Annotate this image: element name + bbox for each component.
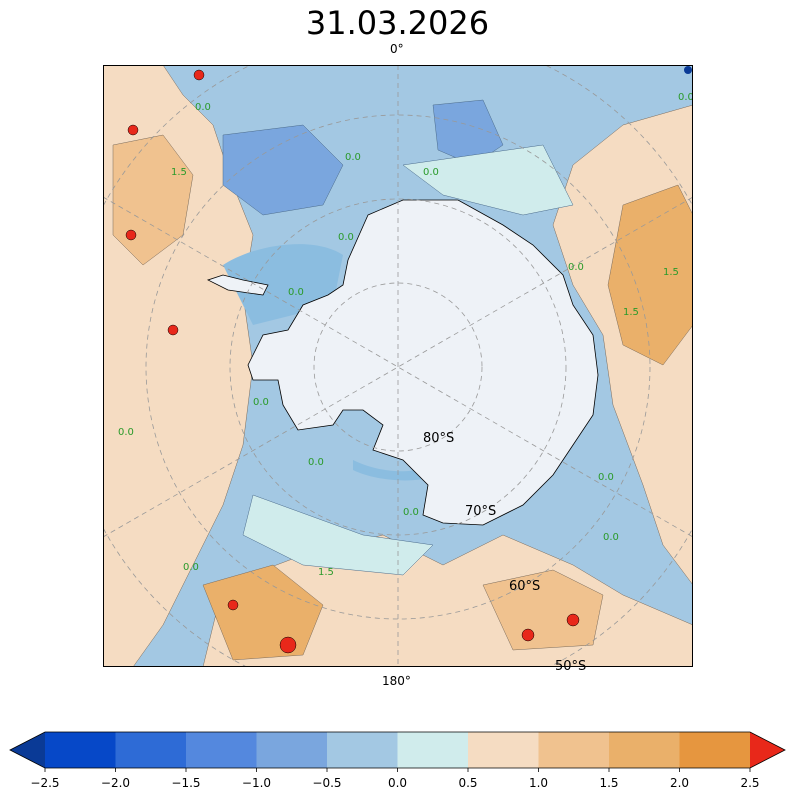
- contour-label: 0.0: [338, 232, 354, 243]
- colorbar-tick-label: 1.0: [528, 776, 549, 790]
- longitude-label-bottom: 180°: [382, 674, 411, 688]
- extreme-spot: [227, 599, 239, 611]
- warm-patch-east: [607, 184, 693, 366]
- contour-label: 0.0: [308, 457, 324, 468]
- latitude-label-60: 60°S: [509, 579, 541, 594]
- contour-label: 0.0: [423, 167, 439, 178]
- contour-label: 0.0: [253, 397, 269, 408]
- colorbar-segment: [609, 732, 680, 768]
- colorbar-segment: [397, 732, 469, 768]
- colorbar-segment: [256, 732, 328, 768]
- antarctic-peninsula: [206, 274, 269, 296]
- colorbar-tick-label: −0.5: [312, 776, 342, 790]
- neutral-band-south: [242, 494, 434, 576]
- contour-label: 1.5: [623, 307, 639, 318]
- contour-label: 0.0: [288, 287, 304, 298]
- colorbar: −2.5 −2.0 −1.5 −1.0 −0.5 0.0 0.5 1.0 1.5 2.0 2.5: [0, 728, 795, 804]
- meridian-120: [103, 196, 693, 538]
- warm-patch-southwest: [202, 564, 324, 661]
- extreme-spot: [193, 69, 205, 81]
- cool-patch-north: [222, 124, 344, 216]
- colorbar-tick-label: 0.5: [458, 776, 478, 790]
- contour-label: 0.0: [603, 532, 619, 543]
- contour-label: 0.0: [403, 507, 419, 518]
- antarctica-landmass: [247, 199, 599, 526]
- colorbar-tick-label: −1.0: [241, 776, 272, 790]
- latitude-circle-60: [145, 114, 651, 620]
- contour-label: 0.0: [195, 102, 211, 113]
- colorbar-segment: [468, 732, 539, 768]
- colorbar-tick-label: 2.5: [740, 776, 760, 790]
- contour-label: 0.0: [678, 92, 693, 103]
- ice-shelf: [223, 244, 438, 481]
- colorbar-segment: [327, 732, 398, 768]
- colorbar-segment: [538, 732, 610, 768]
- warm-patch-southeast: [482, 569, 604, 651]
- extreme-spot: [167, 324, 179, 336]
- latitude-label-70: 70°S: [465, 504, 497, 519]
- contour-label: 1.5: [171, 167, 187, 178]
- contour-label: 0.0: [118, 427, 134, 438]
- contour-label: 0.0: [345, 152, 361, 163]
- map-title: 31.03.2026: [305, 4, 490, 42]
- latitude-label-50: 50°S: [555, 659, 587, 674]
- colorbar-tick-label: 0.0: [387, 776, 408, 790]
- colorbar-canvas: [9, 731, 786, 772]
- meridian-60: [103, 196, 693, 538]
- colorbar-tick-label: 1.5: [599, 776, 619, 790]
- colorbar-segment: [45, 732, 116, 768]
- extreme-spot: [566, 613, 580, 627]
- contour-label: 1.5: [318, 567, 334, 578]
- latitude-circle-80: [313, 282, 483, 452]
- extreme-spot: [279, 636, 297, 654]
- colorbar-segment: [679, 732, 751, 768]
- colorbar-tick-label: 2.0: [669, 776, 690, 790]
- graticule: [103, 65, 693, 667]
- colorbar-under-arrow: [10, 732, 45, 768]
- map-canvas: 0.0 0.0 0.0 0.0 0.0 0.0 0.0 0.0 0.0 0.0 …: [103, 65, 693, 667]
- colorbar-tick-label: −2.5: [30, 776, 60, 790]
- colorbar-tick-label: −1.5: [171, 776, 201, 790]
- polar-map: 0.0 0.0 0.0 0.0 0.0 0.0 0.0 0.0 0.0 0.0 …: [103, 65, 693, 674]
- colorbar-tick-label: −2.0: [100, 776, 131, 790]
- extreme-spot: [127, 124, 139, 136]
- latitude-label-80: 80°S: [423, 431, 455, 446]
- longitude-label-top: 0°: [390, 42, 404, 56]
- contour-label: 0.0: [598, 472, 614, 483]
- neutral-band-north: [402, 144, 574, 216]
- contour-label: 1.5: [663, 267, 679, 278]
- colorbar-segment: [115, 732, 187, 768]
- extreme-spot: [684, 66, 692, 74]
- map-frame: [103, 65, 693, 667]
- colorbar-over-arrow: [750, 732, 785, 768]
- extreme-spot: [521, 628, 535, 642]
- colorbar-segment: [186, 732, 257, 768]
- contour-label: 0.0: [183, 562, 199, 573]
- extreme-spot: [125, 229, 137, 241]
- contour-label: 0.0: [568, 262, 584, 273]
